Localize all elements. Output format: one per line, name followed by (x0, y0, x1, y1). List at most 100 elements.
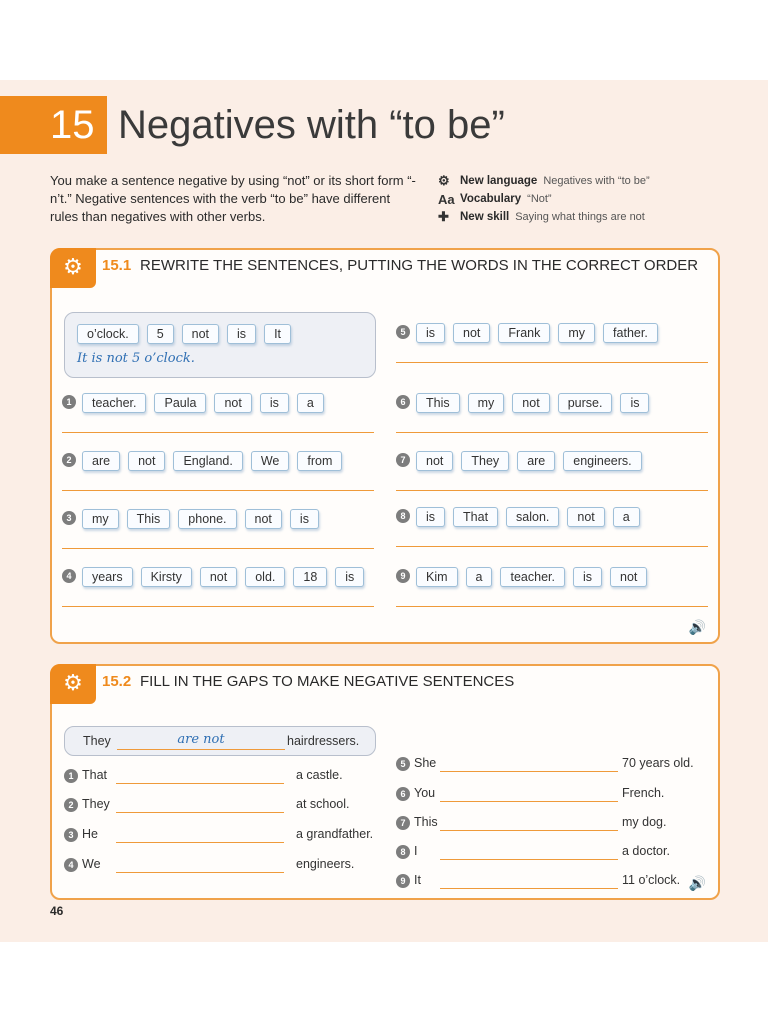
item-number: 1 (62, 395, 76, 409)
speaker-icon[interactable]: 🔊 (688, 620, 706, 636)
subject: She (414, 756, 437, 770)
word-tile[interactable]: This (416, 393, 460, 413)
gap-input[interactable] (116, 812, 284, 813)
word-tile[interactable]: is (572, 567, 602, 587)
gap-input[interactable] (440, 771, 618, 772)
fill-sentence: She 70 years old. (414, 756, 714, 774)
word-tile[interactable]: are (517, 451, 556, 471)
item-number: 7 (396, 816, 410, 830)
gap-input[interactable] (116, 783, 284, 784)
gap-input[interactable] (440, 801, 618, 802)
word-tile[interactable]: a (465, 567, 493, 587)
word-tile[interactable]: from (297, 451, 343, 471)
word-tile[interactable]: purse. (557, 393, 613, 413)
answer-line[interactable] (62, 490, 374, 491)
answer-line[interactable] (62, 548, 374, 549)
answer-line[interactable] (396, 606, 708, 607)
word-tiles-row: This my not purse. is (416, 392, 657, 413)
word-tile[interactable]: years (82, 567, 133, 587)
word-tile[interactable]: a (296, 393, 324, 413)
word-tile[interactable]: is (259, 393, 289, 413)
gap-input[interactable] (440, 830, 618, 831)
word-tile[interactable]: 5 (146, 324, 174, 344)
rest: a doctor. (622, 844, 670, 858)
word-tile[interactable]: England. (173, 451, 243, 471)
gear-puzzle-icon: ⚙ (50, 248, 96, 288)
puzzle-icon: ✚ (438, 209, 449, 224)
example-answer: are not (177, 732, 225, 747)
gap-input[interactable] (116, 842, 284, 843)
feature-new-language: ⚙ New language Negatives with “to be” (438, 172, 758, 190)
word-tile[interactable]: phone. (178, 509, 237, 529)
example-sentence: They are not hairdressers. (83, 732, 373, 752)
word-tile[interactable]: is (227, 324, 257, 344)
answer-line[interactable] (396, 490, 708, 491)
item-number: 4 (62, 569, 76, 583)
word-tile[interactable]: my (558, 323, 596, 343)
gap-input[interactable] (440, 888, 618, 889)
item-number: 5 (396, 757, 410, 771)
word-tile[interactable]: It (264, 324, 292, 344)
exercise-15-1: ⚙ 15.1 REWRITE THE SENTENCES, PUTTING TH… (50, 248, 720, 644)
word-tile[interactable]: not (567, 507, 605, 527)
word-tile[interactable]: 18 (293, 567, 328, 587)
item-number: 1 (64, 769, 78, 783)
fill-sentence: It 11 o’clock. (414, 873, 714, 891)
answer-line[interactable] (396, 432, 708, 433)
word-tile[interactable]: Frank (498, 323, 551, 343)
exercise-instruction: REWRITE THE SENTENCES, PUTTING THE WORDS… (140, 257, 699, 274)
word-tile[interactable]: is (335, 567, 365, 587)
gap-input[interactable] (440, 859, 618, 860)
word-tile[interactable]: salon. (506, 507, 560, 527)
word-tile[interactable]: not (512, 393, 550, 413)
word-tiles-row: my This phone. not is (82, 508, 327, 529)
word-tile[interactable]: We (250, 451, 290, 471)
word-tile[interactable]: is (289, 509, 319, 529)
word-tile[interactable]: not (244, 509, 282, 529)
word-tile[interactable]: That (453, 507, 499, 527)
speaker-icon[interactable]: 🔊 (688, 876, 706, 892)
word-tile[interactable]: my (82, 509, 119, 529)
word-tile[interactable]: They (461, 451, 510, 471)
answer-line[interactable] (396, 546, 708, 547)
word-tile[interactable]: my (467, 393, 505, 413)
word-tile[interactable]: Paula (154, 393, 207, 413)
word-tile[interactable]: not (416, 451, 454, 471)
word-tile[interactable]: This (126, 509, 171, 529)
word-tile[interactable]: is (620, 393, 650, 413)
word-tile[interactable]: not (214, 393, 252, 413)
word-tile[interactable]: Kim (416, 567, 458, 587)
answer-line[interactable] (396, 362, 708, 363)
item-number: 8 (396, 509, 410, 523)
word-tile[interactable]: father. (603, 323, 658, 343)
word-tile[interactable]: engineers. (563, 451, 642, 471)
word-tile[interactable]: not (453, 323, 491, 343)
gap-input[interactable] (116, 872, 284, 873)
gear-puzzle-icon: ⚙ (50, 664, 96, 704)
word-tiles-row: is That salon. not a (416, 506, 648, 527)
word-tile[interactable]: o’clock. (77, 324, 139, 344)
rest: engineers. (296, 857, 355, 871)
item-number: 3 (64, 828, 78, 842)
fill-sentence: That a castle. (82, 768, 382, 786)
answer-line[interactable] (62, 606, 374, 607)
word-tile[interactable]: not (181, 324, 220, 344)
subject: He (82, 827, 98, 841)
gears-icon: ⚙ (438, 173, 450, 188)
word-tile[interactable]: is (416, 323, 446, 343)
word-tile[interactable]: not (610, 567, 648, 587)
word-tile[interactable]: is (416, 507, 446, 527)
word-tile[interactable]: not (128, 451, 166, 471)
word-tile[interactable]: teacher. (500, 567, 565, 587)
feature-list: ⚙ New language Negatives with “to be” Aa… (438, 172, 758, 226)
word-tiles-row: are not England. We from (82, 450, 350, 471)
word-tile[interactable]: Kirsty (140, 567, 192, 587)
word-tile[interactable]: a (612, 507, 640, 527)
rest: a grandfather. (296, 827, 374, 841)
answer-line[interactable] (62, 432, 374, 433)
word-tile[interactable]: not (199, 567, 238, 587)
word-tile[interactable]: are (82, 451, 121, 471)
example-answer: It is not 5 o’clock. (77, 351, 195, 366)
word-tile[interactable]: teacher. (82, 393, 147, 413)
word-tile[interactable]: old. (245, 567, 286, 587)
